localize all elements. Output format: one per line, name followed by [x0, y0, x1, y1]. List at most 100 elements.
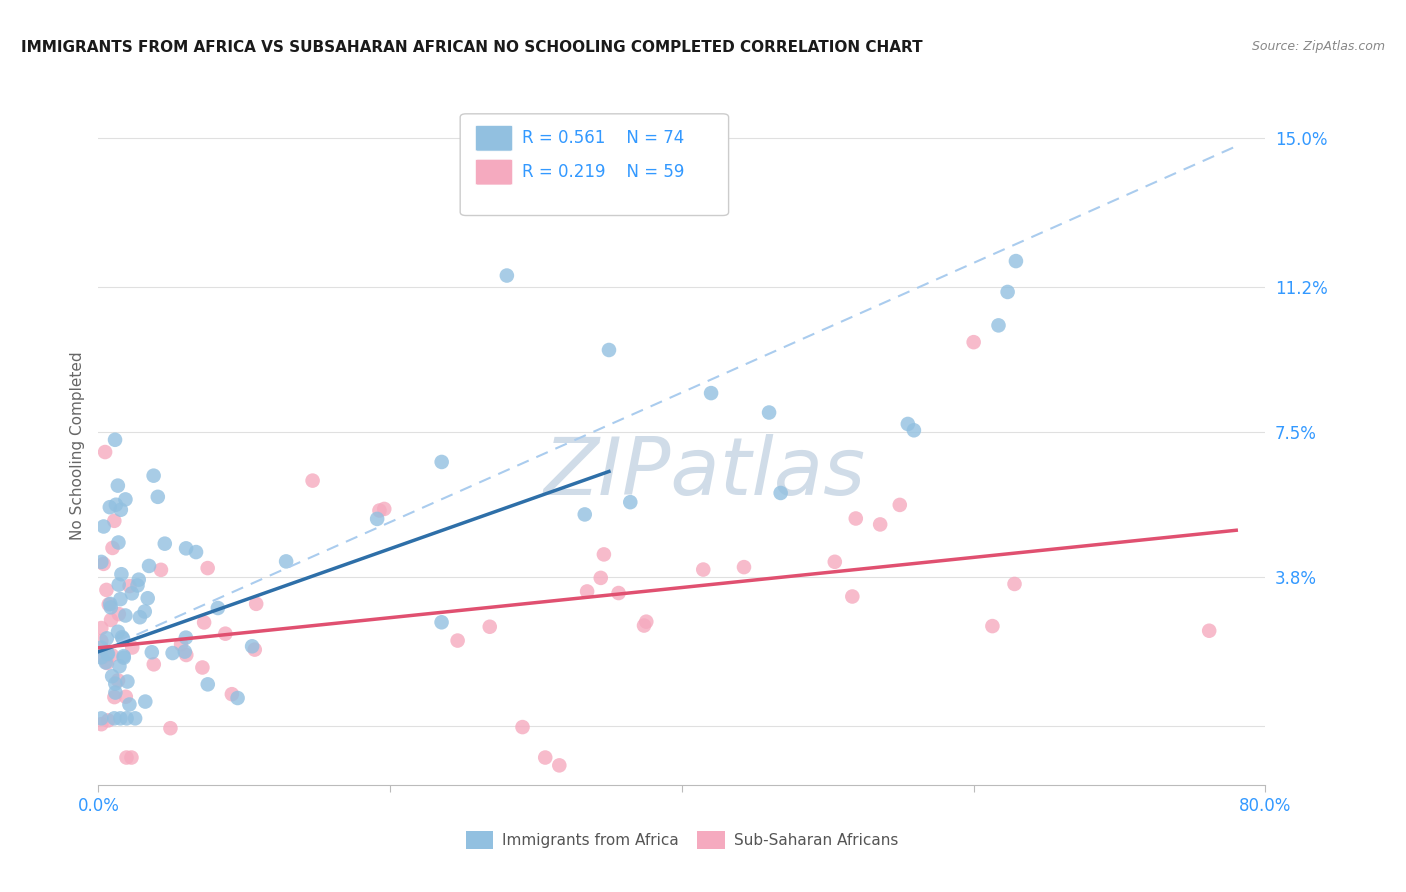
Text: R = 0.219    N = 59: R = 0.219 N = 59: [522, 163, 685, 181]
Point: [104, 685, 127, 699]
Point: [430, 615, 453, 630]
Point: [128, 610, 150, 624]
Point: [90, 555, 112, 569]
Point: [373, 502, 395, 516]
Point: [103, 711, 125, 725]
Point: [598, 343, 620, 357]
Point: [107, 577, 129, 591]
Point: [100, 600, 122, 615]
Point: [141, 645, 163, 659]
Point: [153, 536, 176, 550]
Point: [548, 758, 571, 772]
Point: [174, 631, 197, 645]
Point: [90, 650, 112, 665]
Point: [111, 630, 134, 644]
Point: [93, 557, 115, 571]
Point: [90, 621, 112, 635]
Point: [97, 714, 120, 728]
Point: [112, 650, 135, 665]
Point: [207, 601, 229, 615]
Point: [1005, 254, 1028, 268]
Point: [94, 656, 117, 670]
Point: [692, 563, 714, 577]
Point: [98, 597, 121, 611]
Point: [101, 541, 124, 555]
Point: [733, 560, 755, 574]
Point: [636, 615, 658, 629]
Point: [128, 573, 150, 587]
Point: [93, 649, 115, 664]
Point: [121, 750, 143, 764]
Point: [121, 640, 143, 655]
Point: [101, 669, 124, 683]
Point: [368, 503, 391, 517]
Point: [114, 608, 136, 623]
Point: [114, 690, 136, 704]
Text: IMMIGRANTS FROM AFRICA VS SUBSAHARAN AFRICAN NO SCHOOLING COMPLETED CORRELATION : IMMIGRANTS FROM AFRICA VS SUBSAHARAN AFR…: [21, 40, 922, 55]
Point: [110, 567, 132, 582]
Point: [134, 605, 156, 619]
Point: [112, 649, 135, 664]
Point: [103, 514, 125, 528]
Point: [997, 285, 1019, 299]
Point: [174, 648, 197, 662]
Point: [184, 545, 207, 559]
Point: [301, 474, 323, 488]
Point: [124, 711, 146, 725]
Point: [108, 659, 131, 673]
Point: [240, 640, 263, 654]
Point: [107, 624, 129, 639]
Point: [1004, 577, 1026, 591]
Point: [142, 657, 165, 672]
Point: [869, 517, 891, 532]
Point: [138, 558, 160, 573]
Point: [173, 645, 195, 659]
Point: [633, 618, 655, 632]
Point: [607, 586, 630, 600]
Point: [769, 486, 792, 500]
Point: [159, 721, 181, 735]
Point: [127, 578, 149, 592]
Point: [136, 591, 159, 606]
Point: [446, 633, 468, 648]
Point: [841, 590, 863, 604]
Point: [110, 502, 132, 516]
Point: [221, 687, 243, 701]
Point: [197, 561, 219, 575]
Point: [593, 548, 616, 562]
Point: [121, 586, 143, 600]
Point: [107, 535, 129, 549]
Text: R = 0.561    N = 74: R = 0.561 N = 74: [522, 129, 685, 147]
Point: [104, 498, 127, 512]
Point: [146, 490, 169, 504]
Point: [845, 511, 868, 525]
Point: [134, 695, 156, 709]
Point: [117, 674, 139, 689]
Point: [987, 318, 1010, 333]
Point: [430, 455, 453, 469]
Point: [1198, 624, 1220, 638]
Point: [93, 519, 115, 533]
Point: [619, 495, 641, 509]
FancyBboxPatch shape: [475, 160, 513, 185]
Legend: Immigrants from Africa, Sub-Saharan Africans: Immigrants from Africa, Sub-Saharan Afri…: [460, 824, 904, 855]
Point: [824, 555, 846, 569]
FancyBboxPatch shape: [475, 126, 513, 151]
Point: [107, 478, 129, 492]
Point: [110, 592, 132, 607]
Text: ZIPatlas: ZIPatlas: [544, 434, 866, 512]
Point: [96, 632, 118, 646]
Text: Source: ZipAtlas.com: Source: ZipAtlas.com: [1251, 40, 1385, 54]
Point: [118, 579, 141, 593]
Point: [107, 673, 129, 688]
Point: [534, 750, 557, 764]
Point: [903, 423, 925, 437]
Point: [191, 660, 214, 674]
Point: [115, 750, 138, 764]
Y-axis label: No Schooling Completed: No Schooling Completed: [69, 351, 84, 541]
Point: [274, 554, 297, 568]
Point: [162, 646, 184, 660]
Point: [118, 698, 141, 712]
Point: [97, 598, 120, 612]
Point: [115, 711, 138, 725]
